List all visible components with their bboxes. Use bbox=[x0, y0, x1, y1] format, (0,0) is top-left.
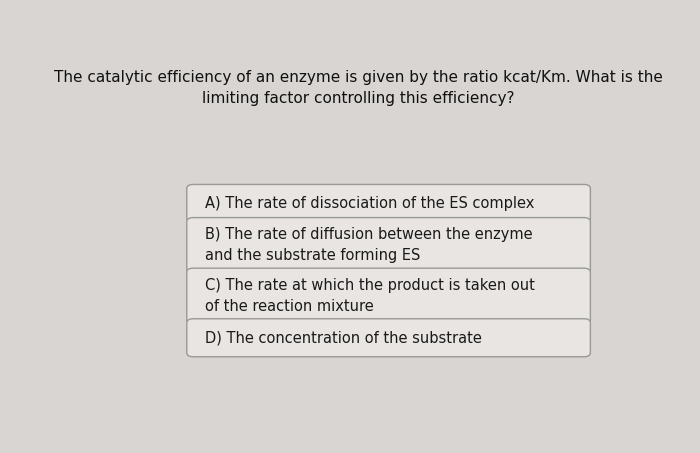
Text: D) The concentration of the substrate: D) The concentration of the substrate bbox=[205, 330, 482, 345]
Text: The catalytic efficiency of an enzyme is given by the ratio kcat/Km. What is the: The catalytic efficiency of an enzyme is… bbox=[55, 70, 663, 106]
Text: C) The rate at which the product is taken out
of the reaction mixture: C) The rate at which the product is take… bbox=[205, 278, 535, 314]
FancyBboxPatch shape bbox=[187, 268, 590, 323]
Text: B) The rate of diffusion between the enzyme
and the substrate forming ES: B) The rate of diffusion between the enz… bbox=[205, 227, 533, 263]
FancyBboxPatch shape bbox=[187, 184, 590, 222]
Text: A) The rate of dissociation of the ES complex: A) The rate of dissociation of the ES co… bbox=[205, 196, 535, 211]
FancyBboxPatch shape bbox=[187, 217, 590, 273]
FancyBboxPatch shape bbox=[187, 319, 590, 357]
